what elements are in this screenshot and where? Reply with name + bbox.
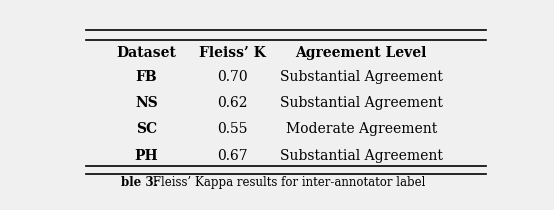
Text: Substantial Agreement: Substantial Agreement (280, 70, 443, 84)
Text: Fleiss’ Kappa results for inter-annotator label: Fleiss’ Kappa results for inter-annotato… (148, 176, 425, 189)
Text: Fleiss’ K: Fleiss’ K (199, 46, 266, 60)
Text: 0.70: 0.70 (217, 70, 248, 84)
Text: Agreement Level: Agreement Level (295, 46, 427, 60)
Text: PH: PH (135, 148, 158, 163)
Text: Substantial Agreement: Substantial Agreement (280, 148, 443, 163)
Text: NS: NS (135, 96, 158, 110)
Text: 0.67: 0.67 (217, 148, 248, 163)
Text: Dataset: Dataset (116, 46, 177, 60)
Text: 0.55: 0.55 (217, 122, 248, 136)
Text: SC: SC (136, 122, 157, 136)
Text: Substantial Agreement: Substantial Agreement (280, 96, 443, 110)
Text: ble 3:: ble 3: (121, 176, 158, 189)
Text: FB: FB (136, 70, 157, 84)
Text: 0.62: 0.62 (217, 96, 248, 110)
Text: Moderate Agreement: Moderate Agreement (285, 122, 437, 136)
